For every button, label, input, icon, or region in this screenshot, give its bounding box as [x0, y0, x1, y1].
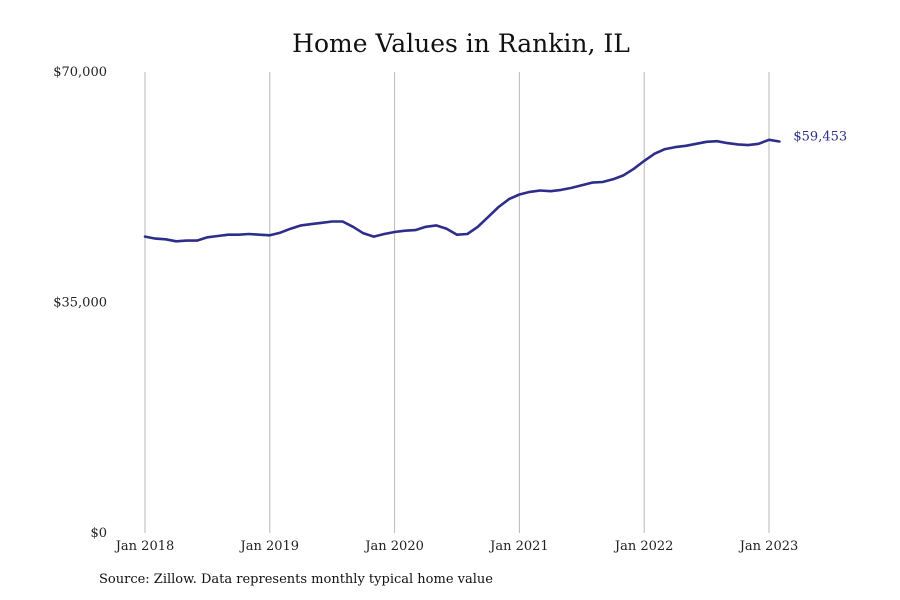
- x-tick-label: Jan 2020: [363, 539, 424, 554]
- x-tick-label: Jan 2023: [738, 539, 799, 554]
- home-value-series-line: [143, 138, 781, 243]
- latest-value-label: $59,453: [793, 129, 847, 144]
- gridlines: [144, 72, 770, 533]
- y-tick-label: $0: [90, 526, 107, 541]
- x-tick-label: Jan 2019: [239, 539, 300, 554]
- y-tick-label: $70,000: [53, 65, 107, 80]
- x-tick-label: Jan 2022: [613, 539, 674, 554]
- x-tick-label: Jan 2018: [114, 539, 175, 554]
- x-axis-tick-labels: Jan 2018 Jan 2019 Jan 2020 Jan 2021 Jan 2022…: [114, 539, 799, 554]
- y-tick-label: $35,000: [53, 296, 107, 311]
- chart-title: Home Values in Rankin, IL: [292, 29, 630, 58]
- source-note: Source: Zillow. Data represents monthly …: [99, 572, 493, 587]
- x-tick-label: Jan 2021: [488, 539, 549, 554]
- y-axis-tick-labels: $0 $35,000 $70,000: [53, 65, 107, 541]
